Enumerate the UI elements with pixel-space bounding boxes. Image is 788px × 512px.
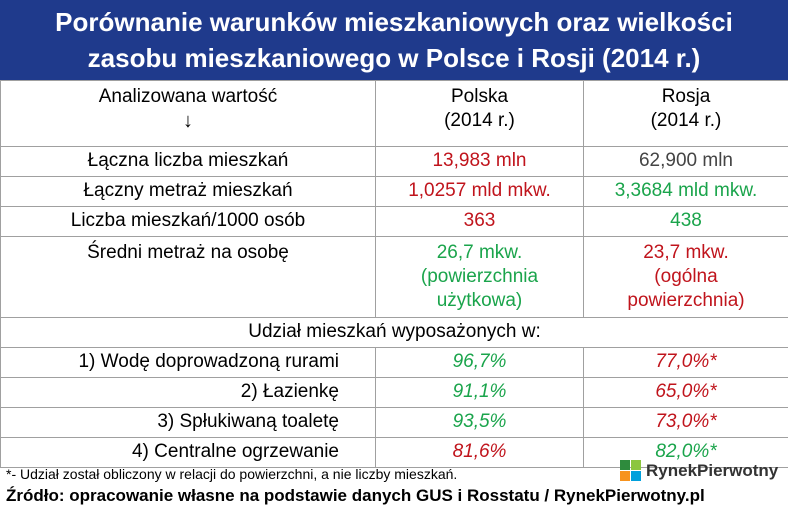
rosja-value: 3,3684 mld mkw. [583,176,788,207]
item-label: 3) Spłukiwaną toaletę [0,407,376,438]
item-label: 2) Łazienkę [0,377,376,408]
rosja-value: 23,7 mkw. (ogólna powierzchnia) [583,236,788,318]
header-polska-year: (2014 r.) [444,110,515,131]
table-row: 1) Wodę doprowadzoną rurami 96,7% 77,0%* [0,347,788,378]
polska-value-line-1: 26,7 mkw. [436,242,523,263]
polska-value: 26,7 mkw. (powierzchnia użytkowa) [375,236,584,318]
rosja-value-line-3: powierzchnia) [627,290,745,311]
logo-cube-icon [620,460,642,482]
table-row: 3) Spłukiwaną toaletę 93,5% 73,0%* [0,407,788,438]
group-header-row: Udział mieszkań wyposażonych w: [0,317,788,348]
row-label: Łączna liczba mieszkań [0,146,376,177]
rosja-value: 438 [583,206,788,237]
brand-logo[interactable]: RynekPierwotny [620,460,778,482]
header-rosja-name: Rosja [661,86,711,107]
title-banner: Porównanie warunków mieszkaniowych oraz … [0,0,788,80]
polska-value: 1,0257 mld mkw. [375,176,584,207]
arrow-down-icon: ↓ [183,110,193,132]
polska-value: 91,1% [375,377,584,408]
rosja-value: 73,0%* [583,407,788,438]
group-label: Udział mieszkań wyposażonych w: [0,317,788,348]
title-line-1: Porównanie warunków mieszkaniowych oraz … [55,7,733,37]
rosja-value: 77,0%* [583,347,788,378]
polska-value-line-2: (powierzchnia [420,266,539,287]
table-row: Łączna liczba mieszkań 13,983 mln 62,900… [0,146,788,177]
row-label: Liczba mieszkań/1000 osób [0,206,376,237]
header-analyzed-label: Analizowana wartość [98,86,278,107]
row-label: Łączny metraż mieszkań [0,176,376,207]
header-rosja: Rosja (2014 r.) [583,80,788,147]
header-polska: Polska (2014 r.) [375,80,584,147]
polska-value: 81,6% [375,437,584,468]
polska-value: 96,7% [375,347,584,378]
polska-value: 93,5% [375,407,584,438]
rosja-value: 62,900 mln [583,146,788,177]
rosja-value-line-1: 23,7 mkw. [643,242,729,263]
rosja-value: 65,0%* [583,377,788,408]
table-row: Średni metraż na osobę 26,7 mkw. (powier… [0,236,788,318]
table-row: Liczba mieszkań/1000 osób 363 438 [0,206,788,237]
source-line: Źródło: opracowanie własne na podstawie … [6,486,705,505]
table-row: 2) Łazienkę 91,1% 65,0%* [0,377,788,408]
header-rosja-year: (2014 r.) [650,110,722,131]
rosja-value-line-2: (ogólna [654,266,718,287]
row-label: Średni metraż na osobę [0,236,376,318]
header-analyzed-value: Analizowana wartość ↓ [0,80,376,147]
header-polska-name: Polska [450,86,509,107]
table-header-row: Analizowana wartość ↓ Polska (2014 r.) R… [0,80,788,147]
title-line-2: zasobu mieszkaniowego w Polsce i Rosji (… [87,43,701,73]
comparison-table: Analizowana wartość ↓ Polska (2014 r.) R… [0,80,788,468]
polska-value-line-3: użytkowa) [436,290,523,311]
table-row: 4) Centralne ogrzewanie 81,6% 82,0%* [0,437,788,468]
footnote: *- Udział został obliczony w relacji do … [6,466,458,482]
item-label: 1) Wodę doprowadzoną rurami [0,347,376,378]
logo-text: RynekPierwotny [646,461,779,480]
item-label: 4) Centralne ogrzewanie [0,437,376,468]
polska-value: 13,983 mln [375,146,584,177]
polska-value: 363 [375,206,584,237]
table-row: Łączny metraż mieszkań 1,0257 mld mkw. 3… [0,176,788,207]
